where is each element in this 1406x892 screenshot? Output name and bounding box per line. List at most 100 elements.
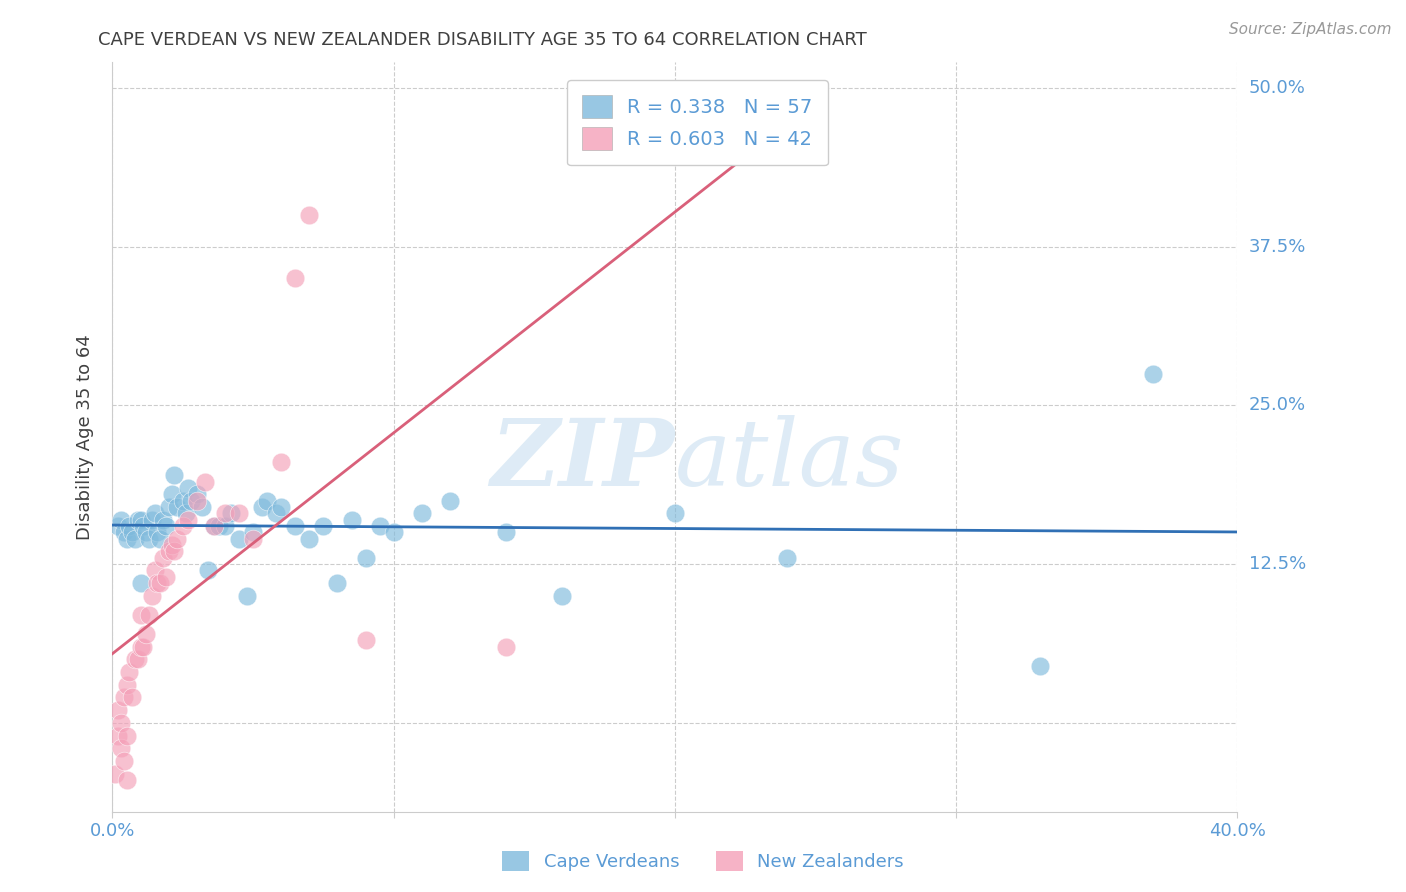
Point: [124, 652, 146, 666]
Text: atlas: atlas: [675, 415, 904, 505]
Point: [152, 513, 174, 527]
Point: [208, 519, 231, 533]
Point: [143, 506, 166, 520]
Point: [110, 741, 132, 756]
Point: [163, 468, 186, 483]
Point: [132, 519, 155, 533]
Point: [104, 766, 127, 780]
Point: [270, 500, 292, 514]
Point: [163, 544, 186, 558]
Point: [157, 544, 180, 558]
Point: [495, 640, 517, 654]
Point: [368, 519, 391, 533]
Point: [121, 690, 143, 705]
Point: [129, 513, 152, 527]
Point: [166, 500, 188, 514]
Point: [118, 519, 141, 533]
Point: [228, 532, 250, 546]
Point: [110, 715, 132, 730]
Point: [202, 519, 225, 533]
Point: [411, 506, 433, 520]
Point: [186, 493, 208, 508]
Text: 25.0%: 25.0%: [1249, 396, 1306, 414]
Point: [250, 500, 273, 514]
Point: [115, 678, 138, 692]
Point: [326, 576, 349, 591]
Point: [340, 513, 363, 527]
Point: [664, 506, 686, 520]
Point: [264, 506, 287, 520]
Text: CAPE VERDEAN VS NEW ZEALANDER DISABILITY AGE 35 TO 64 CORRELATION CHART: CAPE VERDEAN VS NEW ZEALANDER DISABILITY…: [98, 31, 868, 49]
Point: [172, 519, 194, 533]
Point: [191, 500, 214, 514]
Point: [155, 519, 177, 533]
Point: [256, 493, 278, 508]
Point: [143, 563, 166, 577]
Point: [551, 589, 574, 603]
Point: [135, 525, 157, 540]
Point: [177, 481, 200, 495]
Point: [439, 493, 461, 508]
Point: [174, 506, 197, 520]
Point: [107, 519, 129, 533]
Point: [141, 513, 163, 527]
Point: [149, 532, 172, 546]
Point: [146, 576, 169, 591]
Point: [138, 532, 160, 546]
Text: ZIP: ZIP: [491, 415, 675, 505]
Point: [127, 513, 149, 527]
Point: [155, 570, 177, 584]
Legend: Cape Verdeans, New Zealanders: Cape Verdeans, New Zealanders: [495, 844, 911, 879]
Point: [107, 703, 129, 717]
Point: [129, 576, 152, 591]
Point: [236, 589, 259, 603]
Point: [298, 208, 321, 222]
Y-axis label: Disability Age 35 to 64: Disability Age 35 to 64: [76, 334, 94, 540]
Point: [129, 640, 152, 654]
Point: [228, 506, 250, 520]
Point: [115, 532, 138, 546]
Point: [112, 690, 135, 705]
Point: [495, 525, 517, 540]
Point: [160, 538, 183, 552]
Point: [135, 627, 157, 641]
Point: [138, 607, 160, 622]
Point: [112, 754, 135, 768]
Point: [1142, 367, 1164, 381]
Point: [149, 576, 172, 591]
Point: [107, 729, 129, 743]
Point: [121, 525, 143, 540]
Point: [146, 525, 169, 540]
Point: [177, 513, 200, 527]
Point: [284, 271, 307, 285]
Point: [214, 506, 236, 520]
Point: [214, 519, 236, 533]
Text: 37.5%: 37.5%: [1249, 237, 1306, 256]
Point: [129, 607, 152, 622]
Point: [115, 772, 138, 787]
Point: [202, 519, 225, 533]
Legend: R = 0.338   N = 57, R = 0.603   N = 42: R = 0.338 N = 57, R = 0.603 N = 42: [567, 79, 828, 165]
Point: [270, 455, 292, 469]
Point: [115, 729, 138, 743]
Point: [382, 525, 405, 540]
Point: [157, 500, 180, 514]
Point: [219, 506, 242, 520]
Point: [776, 550, 799, 565]
Point: [284, 519, 307, 533]
Point: [242, 525, 264, 540]
Point: [152, 550, 174, 565]
Point: [242, 532, 264, 546]
Point: [180, 493, 202, 508]
Text: Source: ZipAtlas.com: Source: ZipAtlas.com: [1229, 22, 1392, 37]
Point: [160, 487, 183, 501]
Point: [354, 633, 377, 648]
Point: [194, 475, 217, 489]
Point: [141, 589, 163, 603]
Point: [354, 550, 377, 565]
Point: [118, 665, 141, 679]
Point: [127, 652, 149, 666]
Text: 50.0%: 50.0%: [1249, 78, 1305, 97]
Point: [132, 640, 155, 654]
Point: [298, 532, 321, 546]
